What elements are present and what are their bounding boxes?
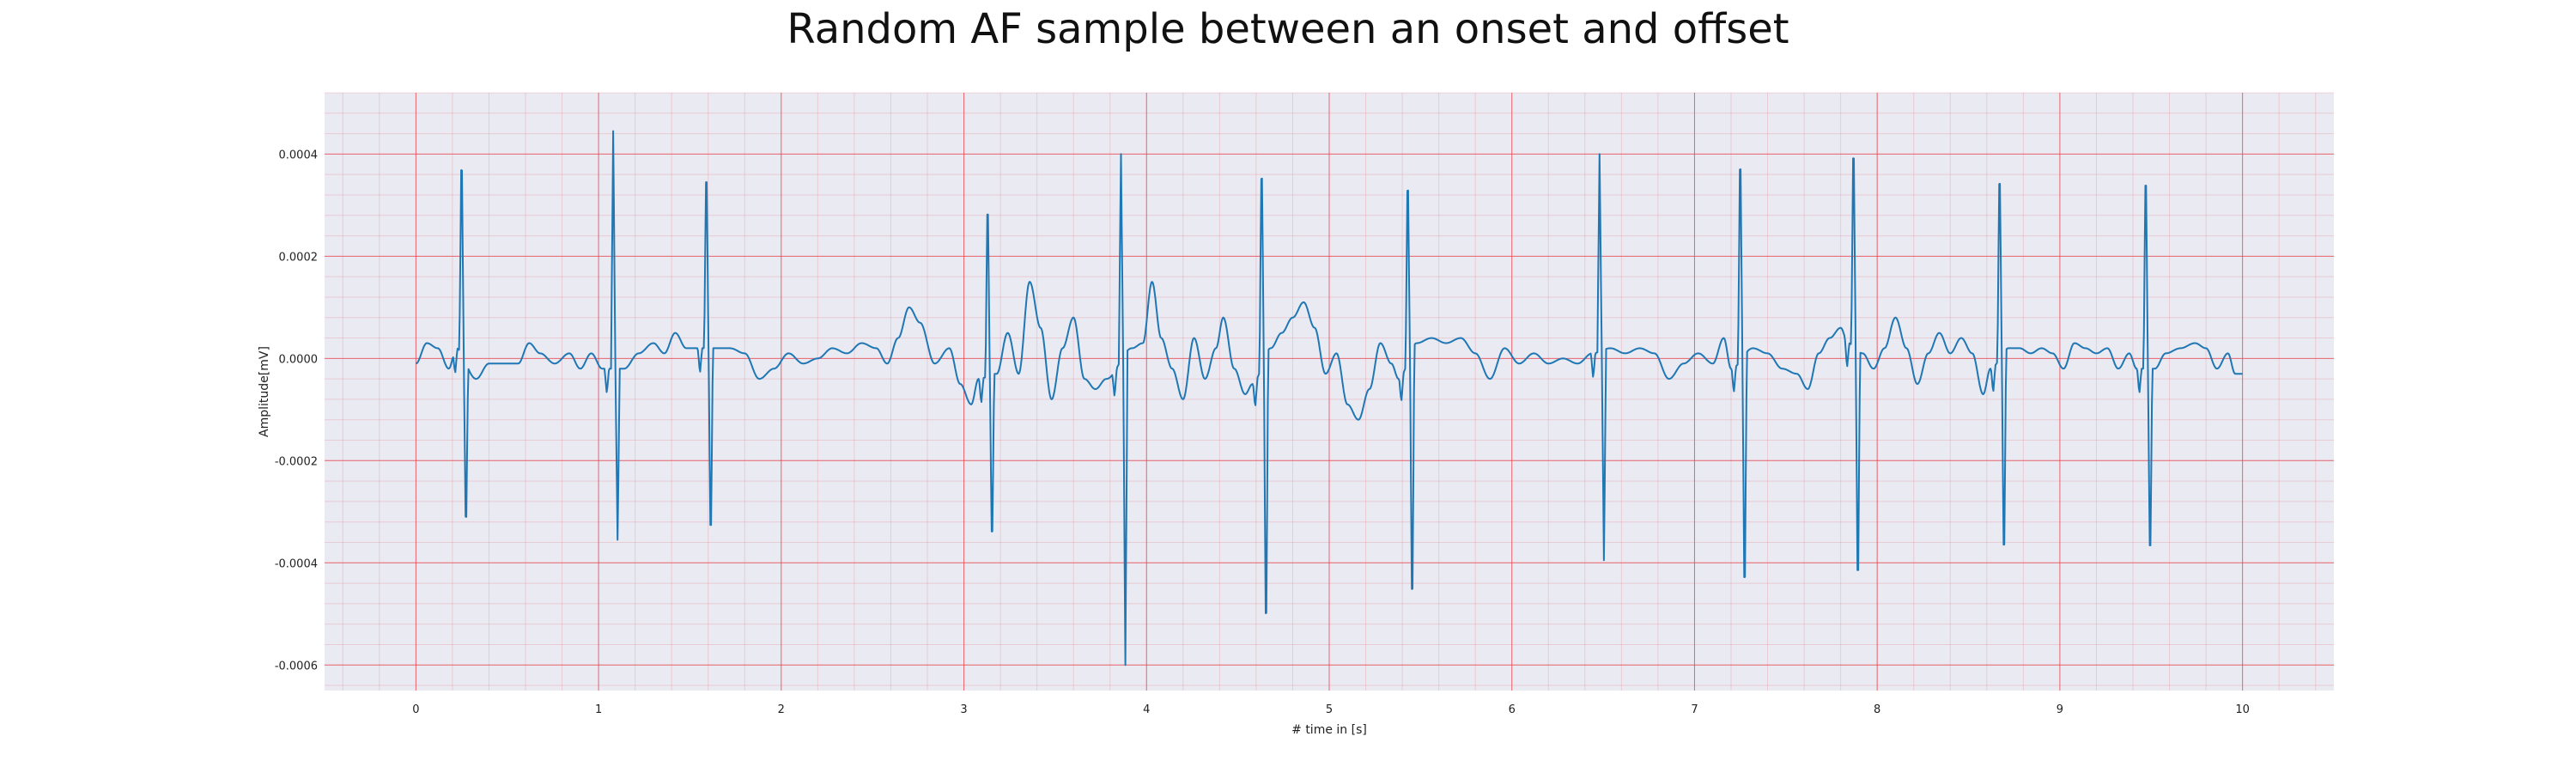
y-tick-label: 0.0000 [279, 353, 319, 366]
series-group [416, 130, 2243, 666]
x-tick-label: 0 [412, 703, 419, 716]
x-tick-label: 7 [1691, 703, 1698, 716]
y-tick-label: -0.0006 [275, 660, 318, 673]
y-tick-label: 0.0002 [279, 251, 319, 264]
x-tick-label: 6 [1509, 703, 1516, 716]
chart-title: Random AF sample between an onset and of… [787, 5, 1789, 53]
x-axis-label: # time in [s] [1291, 723, 1367, 737]
x-tick-label: 8 [1874, 703, 1880, 716]
x-tick-label: 4 [1143, 703, 1150, 716]
x-tick-labels: 0 1 2 3 4 5 6 7 8 9 10 [412, 703, 2250, 716]
x-tick-label: 5 [1326, 703, 1333, 716]
major-grid [325, 93, 2334, 691]
y-tick-labels: 0.0004 0.0002 0.0000 -0.0002 -0.0004 -0.0006 [275, 149, 318, 673]
x-tick-label: 2 [778, 703, 785, 716]
y-tick-label: 0.0004 [279, 149, 319, 161]
x-tick-label: 9 [2057, 703, 2063, 716]
y-axis-label: Amplitude[mV] [258, 346, 271, 437]
series-line-0 [416, 130, 2243, 666]
y-tick-label: -0.0004 [275, 557, 318, 570]
x-tick-label: 10 [2235, 703, 2250, 716]
y-tick-label: -0.0002 [275, 455, 318, 468]
x-tick-label: 3 [960, 703, 967, 716]
x-tick-label: 1 [595, 703, 602, 716]
